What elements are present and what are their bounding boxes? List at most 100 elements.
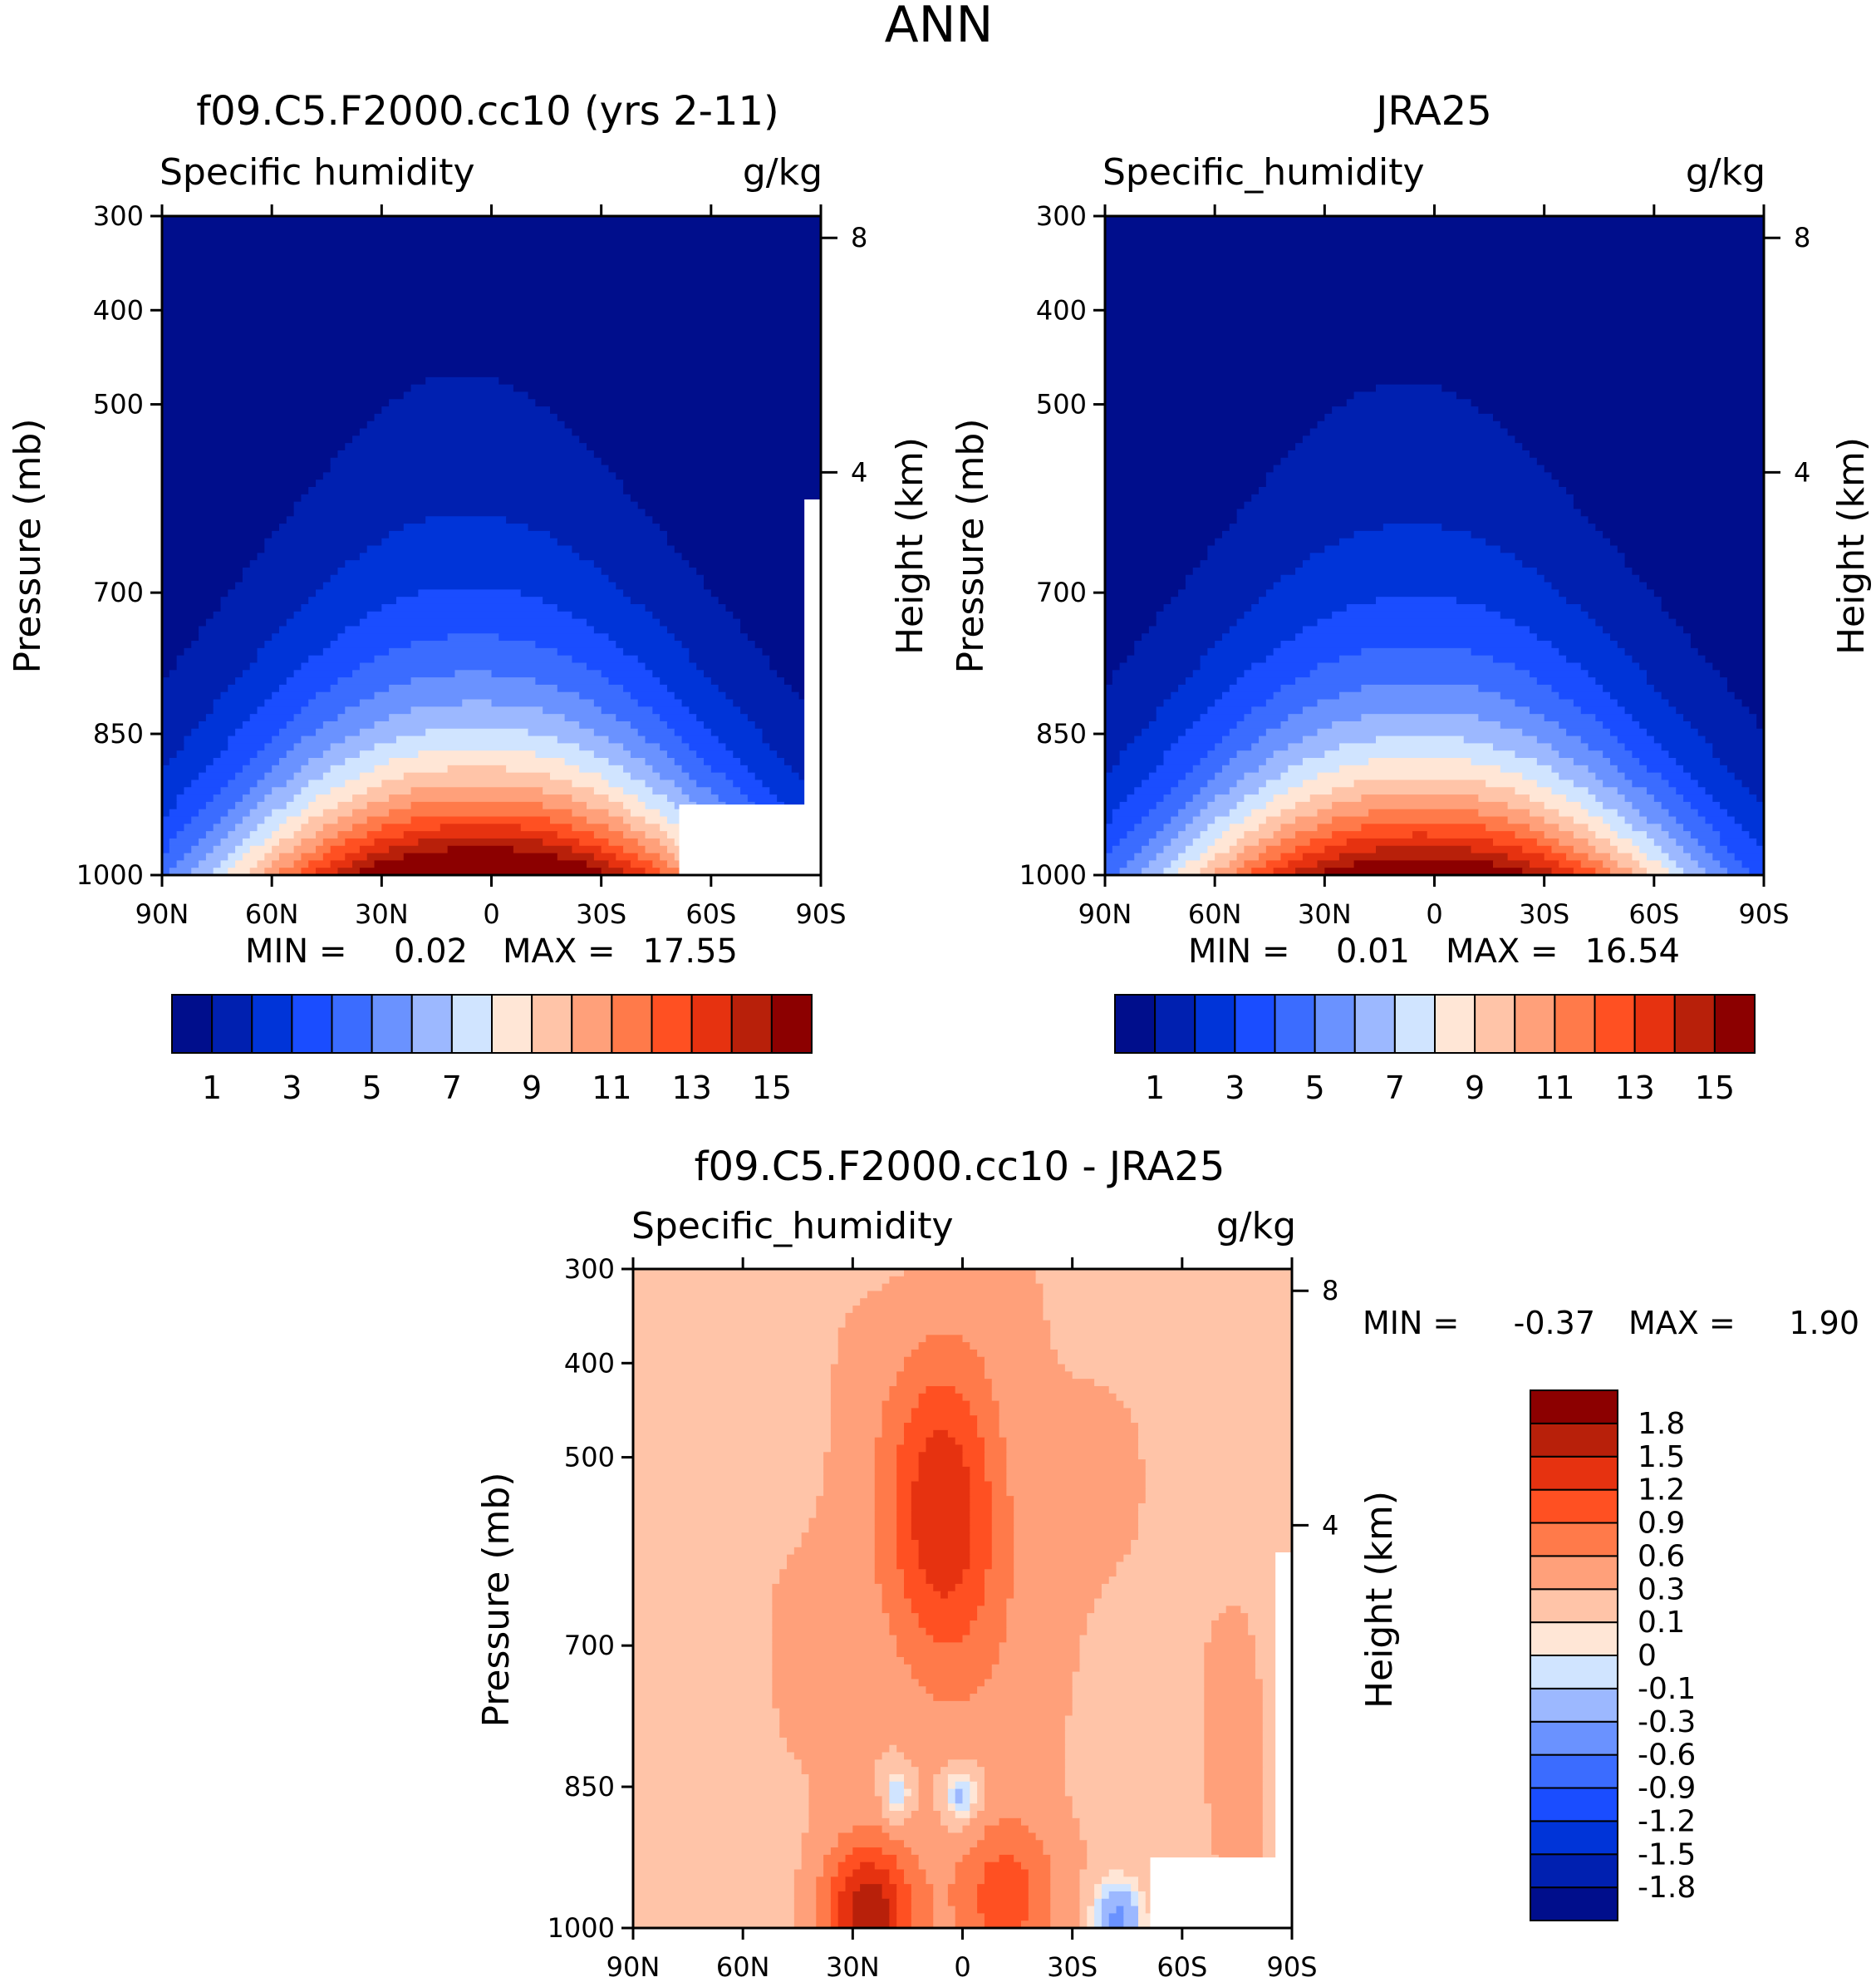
contour-cell xyxy=(623,787,654,795)
contour-cell xyxy=(1105,413,1326,422)
contour-cell xyxy=(837,1327,1052,1336)
contour-cell xyxy=(345,443,587,451)
colorbar-box xyxy=(1530,1455,1618,1491)
contour-cell xyxy=(587,801,624,810)
contour-cell xyxy=(637,853,661,862)
contour-cell xyxy=(1028,1884,1052,1892)
contour-cell xyxy=(1105,670,1113,678)
contour-cell xyxy=(911,1349,978,1358)
contour-cell xyxy=(633,1891,795,1900)
contour-cell xyxy=(1361,824,1486,832)
contour-cell xyxy=(162,838,170,847)
contour-cell xyxy=(593,831,624,839)
contour-cell xyxy=(425,516,507,524)
panel-diff-right-label: g/kg xyxy=(1216,1205,1296,1247)
contour-cell xyxy=(882,1752,905,1761)
colorbar-box xyxy=(1530,1522,1618,1557)
contour-cell xyxy=(882,1606,912,1614)
contour-cell xyxy=(1617,787,1648,795)
contour-cell xyxy=(1079,1656,1206,1665)
contour-cell xyxy=(904,1429,935,1439)
contour-cell xyxy=(374,860,587,868)
contour-cell xyxy=(213,824,236,832)
contour-cell xyxy=(633,1715,781,1724)
contour-cell xyxy=(1588,853,1611,862)
contour-cell xyxy=(1105,699,1165,708)
contour-cell xyxy=(345,560,595,568)
contour-cell xyxy=(867,1291,1044,1300)
contour-cell xyxy=(970,1554,993,1563)
contour-cell xyxy=(1566,655,1633,664)
contour-cell xyxy=(816,1906,832,1915)
contour-cell xyxy=(918,1400,971,1409)
contour-cell xyxy=(1050,1876,1081,1885)
contour-cell xyxy=(926,1576,964,1585)
contour-cell xyxy=(1116,1393,1292,1402)
contour-cell xyxy=(882,1891,897,1900)
contour-cell xyxy=(330,860,353,868)
contour-cell xyxy=(1486,824,1530,832)
colorbar-box xyxy=(1530,1621,1618,1656)
contour-cell xyxy=(1127,794,1165,803)
contour-cell xyxy=(977,1906,1029,1915)
contour-cell xyxy=(1185,677,1238,686)
contour-cell xyxy=(162,633,199,642)
contour-cell xyxy=(1603,684,1655,693)
contour-cell xyxy=(1295,868,1326,875)
contour-cell xyxy=(242,567,339,576)
contour-cell xyxy=(962,1335,1052,1343)
contour-cell xyxy=(257,553,361,561)
contour-cell xyxy=(970,1525,993,1533)
contour-cell xyxy=(1094,1913,1103,1921)
contour-cell xyxy=(257,706,302,715)
contour-cell xyxy=(623,589,712,598)
contour-cell xyxy=(1609,633,1692,642)
colorbar-label: 13 xyxy=(671,1070,711,1106)
contour-cell xyxy=(1573,780,1603,789)
contour-cell xyxy=(359,728,426,737)
contour-cell xyxy=(1137,1444,1292,1453)
contour-cell xyxy=(1200,853,1215,862)
contour-cell xyxy=(772,1627,891,1636)
missing-data-area xyxy=(1275,1552,1292,1928)
contour-cell xyxy=(977,1613,1008,1621)
contour-cell xyxy=(1064,1759,1206,1768)
contour-cell xyxy=(1131,1415,1292,1424)
contour-cell xyxy=(1573,494,1764,503)
contour-cell xyxy=(322,721,376,730)
contour-cell xyxy=(1105,391,1355,401)
contour-cell xyxy=(1006,1635,1081,1644)
contour-cell xyxy=(1105,684,1179,693)
contour-cell xyxy=(1551,641,1618,649)
contour-cell xyxy=(1131,1884,1139,1892)
contour-cell xyxy=(652,670,705,678)
contour-cell xyxy=(962,1569,985,1577)
contour-cell xyxy=(772,1664,912,1673)
contour-cell xyxy=(1221,765,1260,774)
contour-cell xyxy=(1105,216,1764,224)
panel-model-title: f09.C5.F2000.cc10 (yrs 2-11) xyxy=(196,88,778,135)
contour-cell xyxy=(991,1488,1008,1497)
contour-cell xyxy=(410,641,537,649)
contour-cell xyxy=(874,1569,905,1577)
contour-cell xyxy=(366,801,412,810)
contour-cell xyxy=(984,1832,1037,1842)
contour-cell xyxy=(633,1488,824,1497)
contour-cell xyxy=(816,1876,832,1885)
contour-cell xyxy=(633,1385,832,1394)
contour-cell xyxy=(213,758,251,766)
contour-cell xyxy=(1006,1620,1088,1629)
contour-cell xyxy=(374,743,581,752)
contour-cell xyxy=(1185,772,1215,781)
contour-cell xyxy=(1108,1913,1125,1921)
contour-cell xyxy=(491,670,602,678)
colorbar-box xyxy=(1530,1655,1618,1689)
contour-cell xyxy=(1492,413,1764,422)
contour-cell xyxy=(1515,435,1764,444)
contour-cell xyxy=(608,838,639,847)
contour-cell xyxy=(652,611,734,620)
contour-cell xyxy=(882,1598,912,1607)
contour-cell xyxy=(1609,728,1648,737)
contour-cell xyxy=(1255,1656,1292,1665)
